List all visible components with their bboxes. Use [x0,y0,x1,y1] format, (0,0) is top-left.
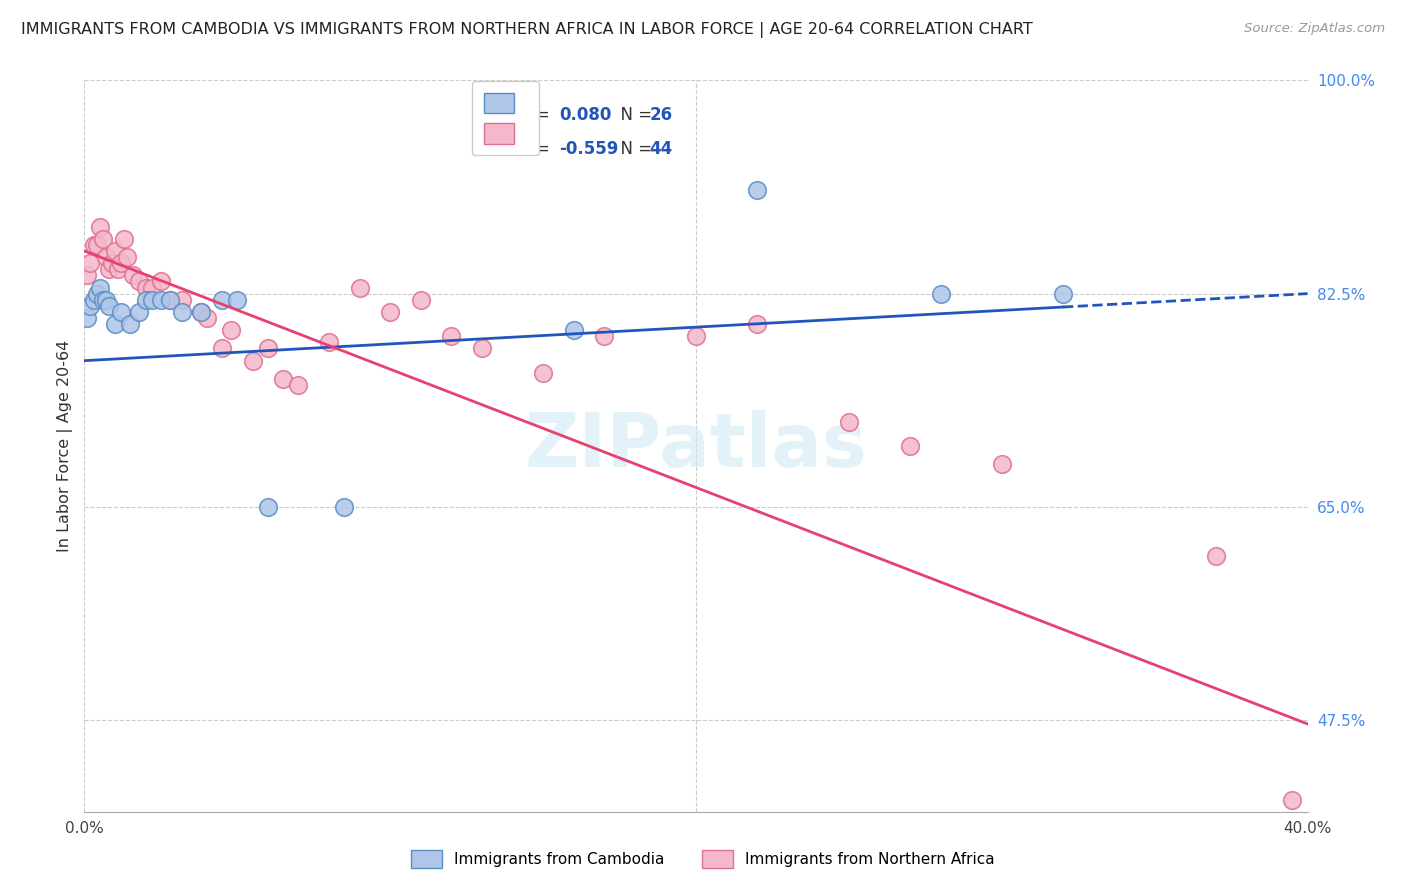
Point [190,305,212,319]
Point [1205,549,1227,563]
Point [838,415,860,429]
Point [97,262,120,277]
Point [1052,286,1074,301]
Point [257,342,280,356]
Text: 26: 26 [650,106,672,124]
Point [94,250,117,264]
Point [562,323,585,337]
Point [141,280,163,294]
Point [257,500,280,514]
Point [76,310,98,325]
Point [104,317,127,331]
Point [685,329,707,343]
Point [110,256,132,270]
Point [122,268,145,283]
Point [107,262,129,277]
Text: -0.559: -0.559 [560,140,619,158]
Point [94,293,117,307]
Text: R =: R = [519,106,554,124]
Point [219,323,242,337]
Point [86,286,108,301]
Legend: Immigrants from Cambodia, Immigrants from Northern Africa: Immigrants from Cambodia, Immigrants fro… [404,843,1002,875]
Text: 44: 44 [650,140,672,158]
Point [159,293,181,307]
Point [271,372,294,386]
Text: R =: R = [519,140,554,158]
Point [380,305,402,319]
Point [89,219,111,234]
Point [112,232,135,246]
Point [747,183,769,197]
Point [318,335,340,350]
Point [747,317,769,331]
Point [211,293,233,307]
Point [929,286,952,301]
Point [149,275,172,289]
Point [349,280,371,294]
Point [593,329,616,343]
Point [135,293,157,307]
Point [128,305,150,319]
Point [120,317,142,331]
Point [898,439,921,453]
Text: 0.080: 0.080 [560,106,612,124]
Point [115,250,138,264]
Y-axis label: In Labor Force | Age 20-64: In Labor Force | Age 20-64 [58,340,73,552]
Point [79,256,101,270]
Point [149,293,172,307]
Point [195,310,218,325]
Point [83,238,105,252]
Point [333,500,356,514]
Point [104,244,127,258]
Point [128,275,150,289]
Text: Source: ZipAtlas.com: Source: ZipAtlas.com [1244,22,1385,36]
Point [471,342,494,356]
Point [226,293,249,307]
Point [86,238,108,252]
Point [409,293,432,307]
Point [97,299,120,313]
Point [91,232,114,246]
Point [141,293,163,307]
Point [135,280,157,294]
Point [287,378,309,392]
Point [1281,792,1303,806]
Point [83,293,105,307]
Point [211,342,233,356]
Text: N =: N = [610,140,658,158]
Point [531,366,554,380]
Point [110,305,132,319]
Point [79,299,101,313]
Point [101,256,124,270]
Point [172,293,194,307]
Point [91,293,114,307]
Point [76,268,98,283]
Point [991,457,1014,471]
Point [440,329,463,343]
Legend: , : , [472,81,538,155]
Text: ZIPatlas: ZIPatlas [524,409,868,483]
Text: N =: N = [610,106,658,124]
Point [242,353,264,368]
Point [159,293,181,307]
Point [190,305,212,319]
Point [89,280,111,294]
Text: IMMIGRANTS FROM CAMBODIA VS IMMIGRANTS FROM NORTHERN AFRICA IN LABOR FORCE | AGE: IMMIGRANTS FROM CAMBODIA VS IMMIGRANTS F… [21,22,1033,38]
Point [172,305,194,319]
